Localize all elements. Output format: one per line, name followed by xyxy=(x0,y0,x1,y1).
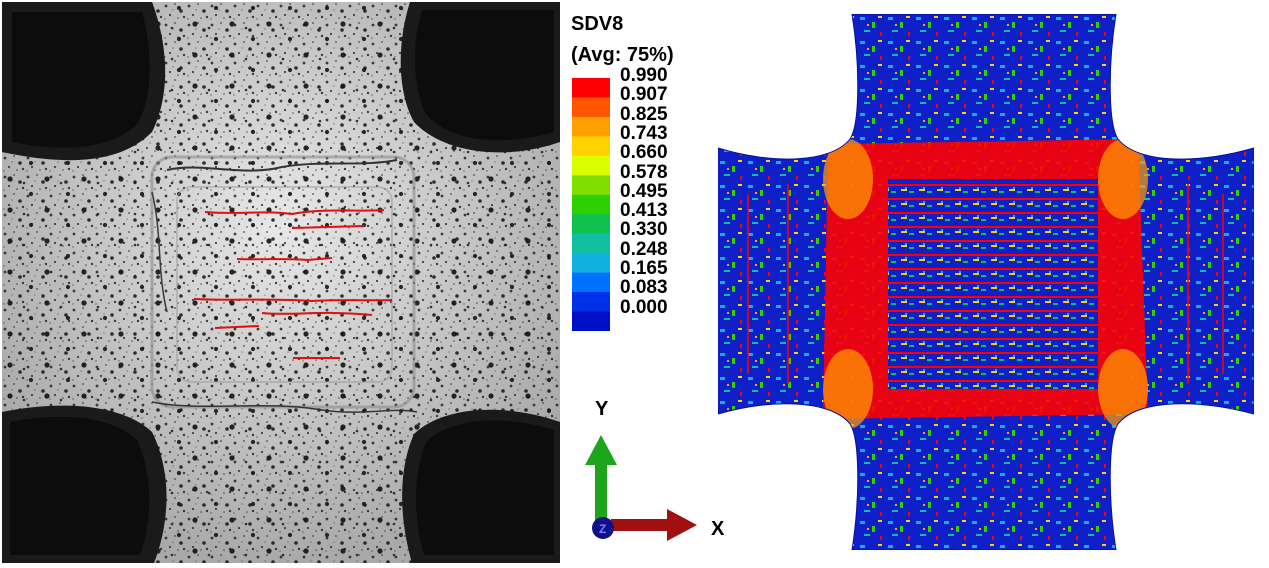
legend-subtitle: (Avg: 75%) xyxy=(571,44,674,66)
legend-swatch xyxy=(572,97,610,118)
legend-title: SDV8 xyxy=(571,13,624,35)
traced-crack-lines xyxy=(193,209,393,359)
legend-swatch xyxy=(572,175,610,196)
legend-swatch xyxy=(572,136,610,157)
legend-value: 0.330 xyxy=(620,219,668,241)
legend-value: 0.743 xyxy=(620,122,668,144)
legend-color-bar xyxy=(572,78,610,331)
specimen-photo xyxy=(2,2,560,563)
y-axis-shaft xyxy=(595,465,607,525)
legend-swatch xyxy=(572,311,610,331)
y-axis-arrowhead xyxy=(585,435,617,465)
legend-value: 0.165 xyxy=(620,258,668,279)
color-legend: SDV8 (Avg: 75%) 0.990 0.907 0.825 0.743 0.66… xyxy=(568,6,718,336)
legend-swatch xyxy=(572,78,610,98)
legend-value: 0.248 xyxy=(620,238,668,260)
legend-value: 0.083 xyxy=(620,277,668,299)
legend-value: 0.578 xyxy=(620,161,668,183)
legend-swatch xyxy=(572,116,610,137)
x-axis-label: X xyxy=(711,518,725,540)
legend-value: 0.660 xyxy=(620,142,668,164)
fea-contour-graphic xyxy=(717,13,1255,551)
legend-swatch xyxy=(572,272,610,293)
legend-swatch xyxy=(572,214,610,235)
legend-value: 0.000 xyxy=(620,296,668,318)
legend-swatch xyxy=(572,292,610,313)
legend-value: 0.990 xyxy=(620,65,668,86)
legend-swatch xyxy=(572,233,610,254)
z-axis-marker xyxy=(592,517,614,539)
specimen-photo-graphic xyxy=(2,2,560,563)
legend-value: 0.825 xyxy=(620,103,668,125)
legend-swatch xyxy=(572,253,610,274)
legend-value: 0.495 xyxy=(620,180,668,202)
z-axis-label: Z xyxy=(599,522,606,536)
y-axis-label: Y xyxy=(595,398,609,420)
legend-value: 0.413 xyxy=(620,200,668,222)
coordinate-triad: Y Z X xyxy=(575,385,725,555)
x-axis-arrowhead xyxy=(667,509,697,541)
legend-value: 0.907 xyxy=(620,84,668,106)
legend-swatch xyxy=(572,194,610,215)
x-axis-shaft xyxy=(611,519,673,531)
fea-damage-contour xyxy=(717,13,1255,551)
legend-swatch xyxy=(572,155,610,176)
